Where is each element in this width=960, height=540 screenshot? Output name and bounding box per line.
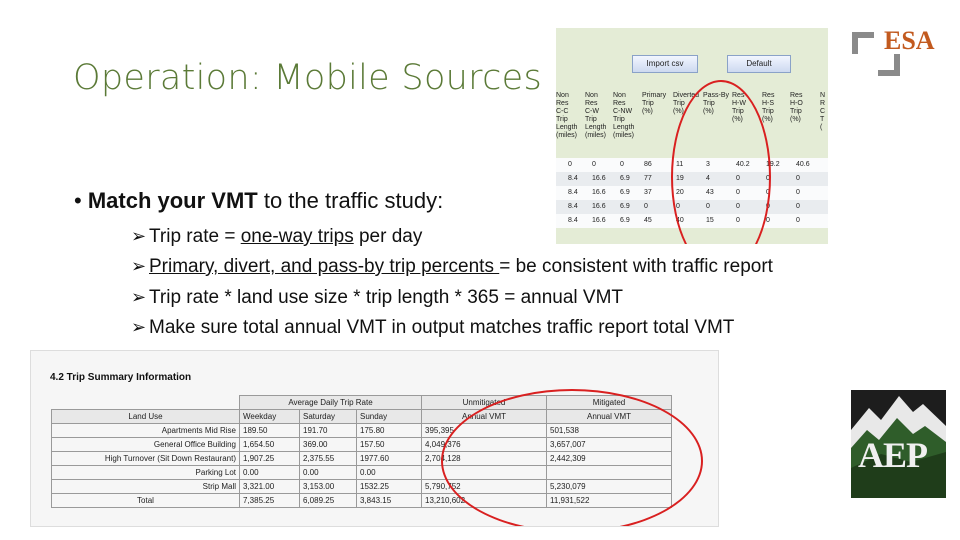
table-cell: 16.6 (592, 203, 606, 210)
import-csv-button[interactable]: Import csv (632, 55, 698, 73)
trip-summary-title: 4.2 Trip Summary Information (50, 372, 192, 383)
table-cell: Total (51, 493, 240, 508)
table-cell: 0 (592, 161, 596, 168)
column-header: Saturday (299, 409, 357, 424)
column-header: Res H-S Trip (%) (762, 92, 775, 123)
table-cell: General Office Building (51, 437, 240, 452)
sub-bullet-vmt-formula: ➢ Trip rate * land use size * trip length… (131, 287, 624, 308)
table-cell: 3,153.00 (299, 479, 357, 494)
main-bullet: • Match your VMT to the traffic study: (74, 188, 444, 213)
table-cell: 1,654.50 (239, 437, 300, 452)
table-cell: 6.9 (620, 189, 630, 196)
aep-logo: AEP (851, 390, 946, 498)
table-cell: 77 (644, 175, 652, 182)
table-cell: 19.2 (766, 161, 780, 168)
esa-logo-text: ESA (884, 26, 935, 55)
aep-logo-text: AEP (858, 435, 928, 475)
table-cell: 189.50 (239, 423, 300, 438)
table-cell: High Turnover (Sit Down Restaurant) (51, 451, 240, 466)
table-cell: 0 (568, 161, 572, 168)
column-header: Weekday (239, 409, 300, 424)
table-cell: 16.6 (592, 217, 606, 224)
column-header: Land Use (51, 409, 240, 424)
column-header: Diverted Trip (%) (673, 92, 700, 115)
column-header: Primary Trip (%) (642, 92, 667, 115)
column-header: N R C T( (820, 92, 826, 131)
table-cell: 86 (644, 161, 652, 168)
table-cell: 40.6 (796, 161, 810, 168)
table-cell: 0 (766, 217, 770, 224)
table-cell: 0.00 (299, 465, 357, 480)
table-cell: 8.4 (568, 217, 578, 224)
column-header: Non Res C-NW Trip Length (miles) (613, 92, 635, 139)
table-cell: 6.9 (620, 175, 630, 182)
sub-bullet-total-vmt: ➢ Make sure total annual VMT in output ma… (131, 317, 735, 338)
table-cell: 8.4 (568, 175, 578, 182)
table-cell: 157.50 (356, 437, 422, 452)
table-cell: 6.9 (620, 217, 630, 224)
sub-bullet-trip-rate: ➢ Trip rate = one-way trips per day (131, 226, 423, 247)
table-cell: 0 (644, 203, 648, 210)
bullet-bold: Match your VMT (87, 188, 258, 213)
table-cell: 6,089.25 (299, 493, 357, 508)
sub-bullet-trip-percents: ➢ Primary, divert, and pass-by trip perce… (131, 256, 773, 277)
table-cell: 1977.60 (356, 451, 422, 466)
slide-title: Operation: Mobile Sources (73, 58, 542, 98)
table-cell: 6.9 (620, 203, 630, 210)
bullet-rest: to the traffic study: (257, 188, 444, 213)
group-header-trip-rate: Average Daily Trip Rate (239, 395, 422, 410)
arrow-bullet-icon: ➢ (131, 226, 147, 246)
highlight-ellipse (441, 389, 703, 526)
table-cell: 37 (644, 189, 652, 196)
table-cell: Strip Mall (51, 479, 240, 494)
table-cell: 0 (620, 161, 624, 168)
table-cell: 0.00 (356, 465, 422, 480)
table-cell: 16.6 (592, 189, 606, 196)
table-cell: 191.70 (299, 423, 357, 438)
table-cell: Apartments Mid Rise (51, 423, 240, 438)
arrow-bullet-icon: ➢ (131, 287, 147, 307)
table-cell: 0 (796, 203, 800, 210)
trip-summary-screenshot: 4.2 Trip Summary Information Average Dai… (30, 350, 719, 527)
column-header: Sunday (356, 409, 422, 424)
esa-logo: ESA (852, 26, 940, 76)
table-cell: 369.00 (299, 437, 357, 452)
arrow-bullet-icon: ➢ (131, 317, 147, 337)
trip-percent-screenshot: Import csv Default Non Res C-C Trip Length (m… (556, 28, 828, 244)
table-cell: 0 (796, 217, 800, 224)
table-cell: 1532.25 (356, 479, 422, 494)
default-button[interactable]: Default (727, 55, 791, 73)
column-header: Non Res C-C Trip Length (miles) (556, 92, 578, 139)
table-cell: Parking Lot (51, 465, 240, 480)
column-header: Non Res C-W Trip Length (miles) (585, 92, 607, 139)
table-cell: 7,385.25 (239, 493, 300, 508)
table-cell: 3,843.15 (356, 493, 422, 508)
table-cell: 1,907.25 (239, 451, 300, 466)
table-cell: 0 (796, 189, 800, 196)
arrow-bullet-icon: ➢ (131, 256, 147, 276)
table-cell: 8.4 (568, 203, 578, 210)
table-cell: 0.00 (239, 465, 300, 480)
table-cell: 0 (796, 175, 800, 182)
highlight-ellipse (671, 80, 771, 244)
table-cell: 45 (644, 217, 652, 224)
table-cell: 2,375.55 (299, 451, 357, 466)
column-header: Res H-O Trip (%) (790, 92, 803, 123)
table-cell: 175.80 (356, 423, 422, 438)
table-cell: 16.6 (592, 175, 606, 182)
table-cell: 3,321.00 (239, 479, 300, 494)
table-cell: 8.4 (568, 189, 578, 196)
